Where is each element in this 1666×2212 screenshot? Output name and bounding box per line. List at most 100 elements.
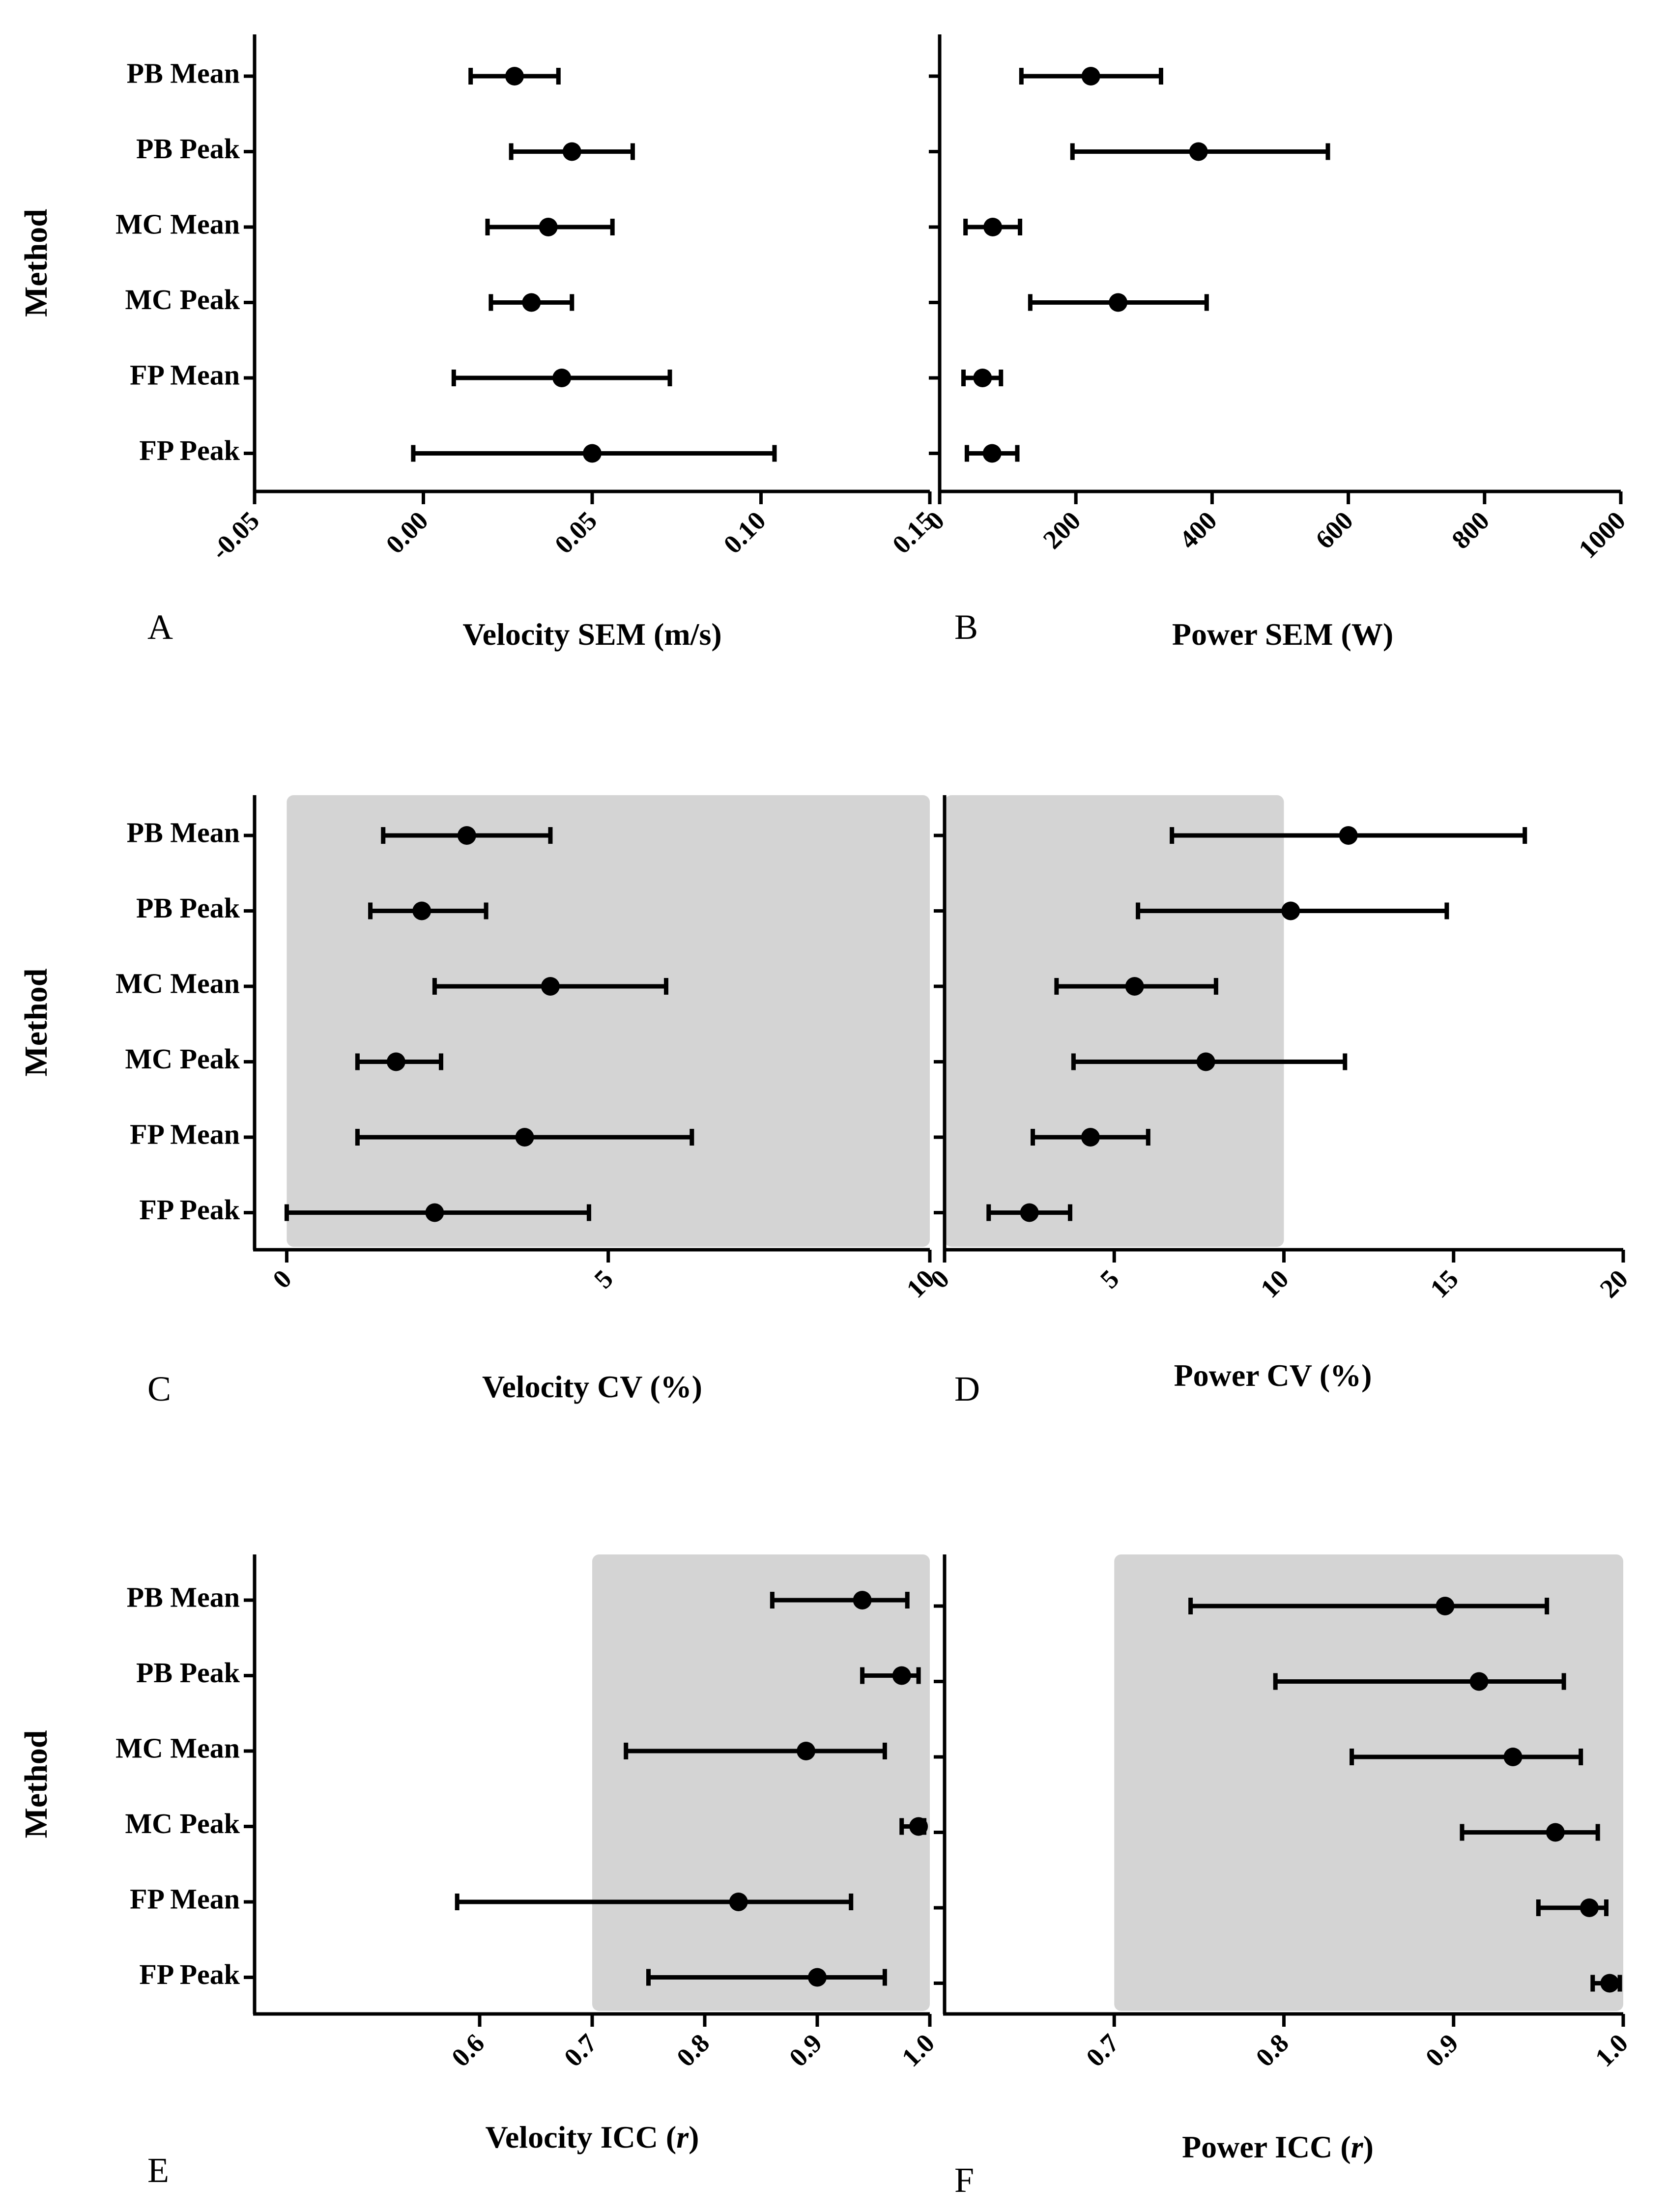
x-tick-label: 1.0: [896, 2028, 940, 2072]
category-label: FP Peak: [139, 434, 240, 466]
category-label: PB Peak: [136, 892, 240, 924]
panel-f: 0.7 0.8 0.9 1.0 Power ICC (r) F: [934, 1554, 1634, 2200]
panel-letter: A: [147, 607, 173, 647]
data-point: [892, 1666, 911, 1685]
x-axis-title-text: Velocity ICC (: [486, 2120, 677, 2155]
data-point: [412, 901, 431, 920]
data-point: [539, 218, 558, 236]
x-tick-label: 1000: [1573, 506, 1631, 564]
x-tick-label: 15: [1424, 1264, 1464, 1304]
panel-letter: B: [954, 607, 978, 647]
data-point: [425, 1203, 444, 1222]
category-label: MC Peak: [125, 1043, 240, 1075]
x-tick-label: 800: [1446, 506, 1495, 555]
x-axis-title: Velocity CV (%): [482, 1369, 702, 1404]
data-point: [515, 1128, 534, 1147]
data-point: [1081, 67, 1100, 86]
data-point: [983, 218, 1003, 236]
category-label: MC Mean: [115, 967, 240, 999]
panel-letter: C: [147, 1369, 171, 1408]
x-tick-label: 20: [1594, 1264, 1634, 1304]
category-label: FP Mean: [130, 1118, 240, 1150]
x-axis-title: Power SEM (W): [1172, 617, 1393, 652]
data-point: [853, 1591, 872, 1609]
data-point: [1580, 1898, 1599, 1917]
data-point: [1125, 977, 1144, 996]
x-tick-label: 0.7: [558, 2028, 603, 2072]
x-tick-label: 10: [1255, 1264, 1294, 1304]
data-point: [562, 142, 581, 161]
category-label: MC Peak: [125, 1808, 240, 1839]
data-point: [1189, 142, 1208, 161]
x-axis-title-text: Power ICC (: [1182, 2129, 1351, 2164]
data-point: [1600, 1974, 1619, 1993]
data-point: [522, 293, 541, 312]
x-axis-title-italic: r: [1351, 2129, 1364, 2164]
x-tick-label: 5: [1094, 1264, 1125, 1294]
x-tick-label: 600: [1310, 506, 1359, 555]
category-label: PB Mean: [127, 816, 240, 848]
data-point: [1339, 826, 1358, 845]
data-point: [1081, 1128, 1100, 1147]
category-label: MC Peak: [125, 284, 240, 316]
x-tick-label: 200: [1037, 506, 1087, 555]
data-point: [583, 444, 602, 463]
x-tick-label: 0: [267, 1264, 297, 1294]
data-point: [505, 67, 524, 86]
x-tick-label: 0.00: [380, 506, 433, 559]
data-point: [797, 1742, 816, 1760]
y-axis-title: Method: [18, 1730, 54, 1839]
x-axis-title: Velocity ICC (r): [486, 2120, 699, 2155]
x-axis-title: Power ICC (r): [1182, 2129, 1374, 2164]
data-point: [1503, 1748, 1522, 1766]
data-point: [1436, 1597, 1455, 1615]
category-label: PB Mean: [127, 57, 240, 89]
data-point: [1109, 293, 1128, 312]
category-label: FP Mean: [130, 1883, 240, 1915]
category-label: MC Mean: [115, 208, 240, 240]
category-label: MC Mean: [115, 1732, 240, 1764]
panel-letter: E: [147, 2151, 169, 2190]
data-point: [1196, 1052, 1215, 1071]
y-axis-title: Method: [18, 209, 54, 317]
data-point: [1546, 1823, 1565, 1842]
x-axis-title-close: ): [1363, 2129, 1374, 2164]
data-point: [541, 977, 560, 996]
x-axis-title: Power CV (%): [1174, 1358, 1372, 1393]
data-point: [808, 1968, 827, 1987]
category-label: FP Peak: [139, 1958, 240, 1990]
x-tick-label: 0.8: [1250, 2028, 1294, 2072]
category-label: FP Mean: [130, 359, 240, 391]
x-tick-label: 0.7: [1080, 2028, 1124, 2072]
x-tick-label: 0.9: [783, 2028, 828, 2072]
x-tick-label: 0.05: [549, 506, 603, 559]
shaded-region: [1114, 1554, 1623, 2011]
data-point: [1281, 901, 1300, 920]
panel-letter: F: [954, 2160, 974, 2200]
x-tick-label: 0.8: [671, 2028, 715, 2072]
data-point: [552, 369, 572, 387]
data-point: [909, 1817, 928, 1836]
x-axis-title-italic: r: [676, 2120, 689, 2155]
data-point: [1469, 1672, 1489, 1691]
panel-e: 0.6 0.7 0.8 0.9 1.0 PB Mean PB Peak MC Mean MC P…: [18, 1554, 940, 2190]
data-point: [457, 826, 476, 845]
x-tick-label: -0.05: [205, 506, 265, 566]
shaded-region: [592, 1554, 930, 2011]
category-label: PB Peak: [136, 133, 240, 165]
data-point: [1020, 1203, 1039, 1222]
panel-letter: D: [954, 1369, 980, 1408]
x-tick-label: 0.6: [446, 2028, 490, 2072]
x-axis-title-close: ): [689, 2120, 699, 2155]
x-axis-title: Velocity SEM (m/s): [462, 617, 721, 652]
x-tick-label: 1.0: [1589, 2028, 1634, 2072]
y-axis-title: Method: [18, 969, 54, 1077]
category-label: PB Mean: [127, 1581, 240, 1613]
data-point: [982, 444, 1002, 463]
x-tick-label: 0.9: [1420, 2028, 1464, 2072]
